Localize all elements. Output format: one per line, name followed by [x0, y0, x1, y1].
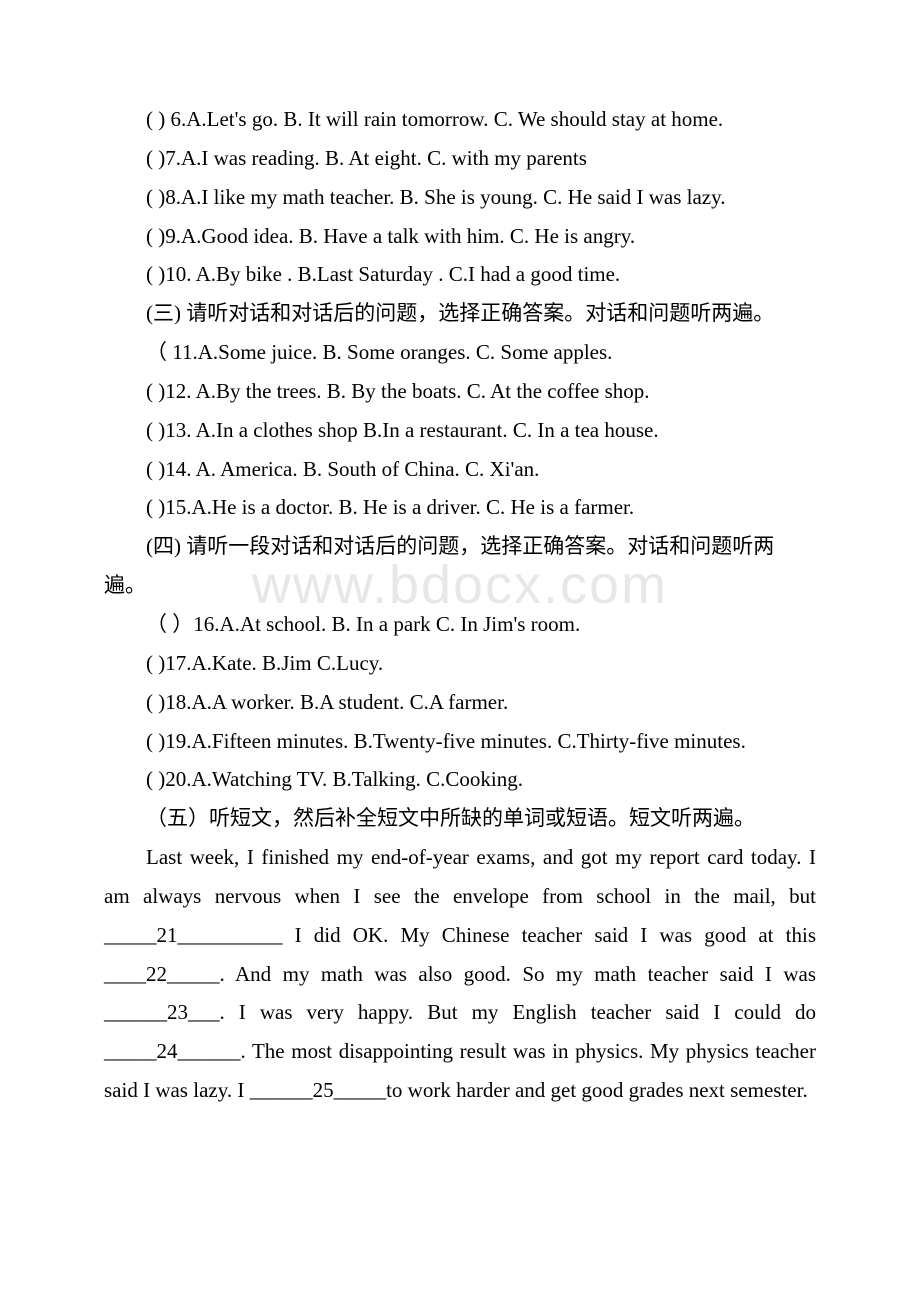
question-6: ( ) 6.A.Let's go. B. It will rain tomorr…	[104, 100, 816, 139]
question-20: ( )20.A.Watching TV. B.Talking. C.Cookin…	[104, 760, 816, 799]
question-16: （ ）16.A.At school. B. In a park C. In Ji…	[104, 605, 816, 644]
question-9: ( )9.A.Good idea. B. Have a talk with hi…	[104, 217, 816, 256]
section-4-header: (四) 请听一段对话和对话后的问题，选择正确答案。对话和问题听两遍。	[104, 527, 816, 605]
question-7: ( )7.A.I was reading. B. At eight. C. wi…	[104, 139, 816, 178]
question-14: ( )14. A. America. B. South of China. C.…	[104, 450, 816, 489]
question-8: ( )8.A.I like my math teacher. B. She is…	[104, 178, 816, 217]
question-18: ( )18.A.A worker. B.A student. C.A farme…	[104, 683, 816, 722]
question-17: ( )17.A.Kate. B.Jim C.Lucy.	[104, 644, 816, 683]
question-11: （ 11.A.Some juice. B. Some oranges. C. S…	[104, 333, 816, 372]
document-page: www.bdocx.com ( ) 6.A.Let's go. B. It wi…	[0, 0, 920, 1170]
section-5-header: （五）听短文，然后补全短文中所缺的单词或短语。短文听两遍。	[104, 799, 816, 838]
question-15: ( )15.A.He is a doctor. B. He is a drive…	[104, 488, 816, 527]
section-3-header: (三) 请听对话和对话后的问题，选择正确答案。对话和问题听两遍。	[104, 294, 816, 333]
question-19: ( )19.A.Fifteen minutes. B.Twenty-five m…	[104, 722, 816, 761]
question-13: ( )13. A.In a clothes shop B.In a restau…	[104, 411, 816, 450]
document-content: ( ) 6.A.Let's go. B. It will rain tomorr…	[104, 100, 816, 1110]
passage-text: Last week, I finished my end-of-year exa…	[104, 838, 816, 1110]
question-10: ( )10. A.By bike . B.Last Saturday . C.I…	[104, 255, 816, 294]
question-12: ( )12. A.By the trees. B. By the boats. …	[104, 372, 816, 411]
